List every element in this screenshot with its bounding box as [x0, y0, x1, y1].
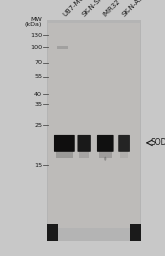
Text: 55: 55 — [34, 74, 42, 79]
Bar — [56, 151, 73, 158]
Text: SK-N-SH: SK-N-SH — [81, 0, 105, 18]
FancyBboxPatch shape — [54, 135, 75, 152]
Bar — [120, 151, 128, 158]
Bar — [130, 224, 141, 241]
Text: 100: 100 — [30, 45, 42, 50]
Ellipse shape — [104, 157, 106, 161]
Bar — [47, 224, 58, 241]
Text: 25: 25 — [34, 123, 42, 128]
FancyBboxPatch shape — [118, 135, 130, 152]
Bar — [79, 151, 89, 158]
Text: iMR32: iMR32 — [102, 0, 122, 18]
Text: SK-N-AS: SK-N-AS — [121, 0, 145, 18]
Text: 15: 15 — [34, 163, 42, 168]
Text: 40: 40 — [34, 92, 42, 97]
Text: 70: 70 — [34, 60, 42, 65]
Text: 130: 130 — [30, 33, 42, 38]
Text: U87-MG: U87-MG — [62, 0, 86, 18]
Bar — [48, 23, 140, 228]
Text: 35: 35 — [34, 102, 42, 107]
Text: SOD2: SOD2 — [151, 138, 165, 147]
Bar — [47, 20, 141, 241]
FancyBboxPatch shape — [78, 135, 91, 152]
Bar — [57, 46, 68, 49]
Text: MW
(kDa): MW (kDa) — [25, 17, 42, 27]
Bar — [99, 151, 112, 158]
FancyBboxPatch shape — [97, 135, 114, 152]
